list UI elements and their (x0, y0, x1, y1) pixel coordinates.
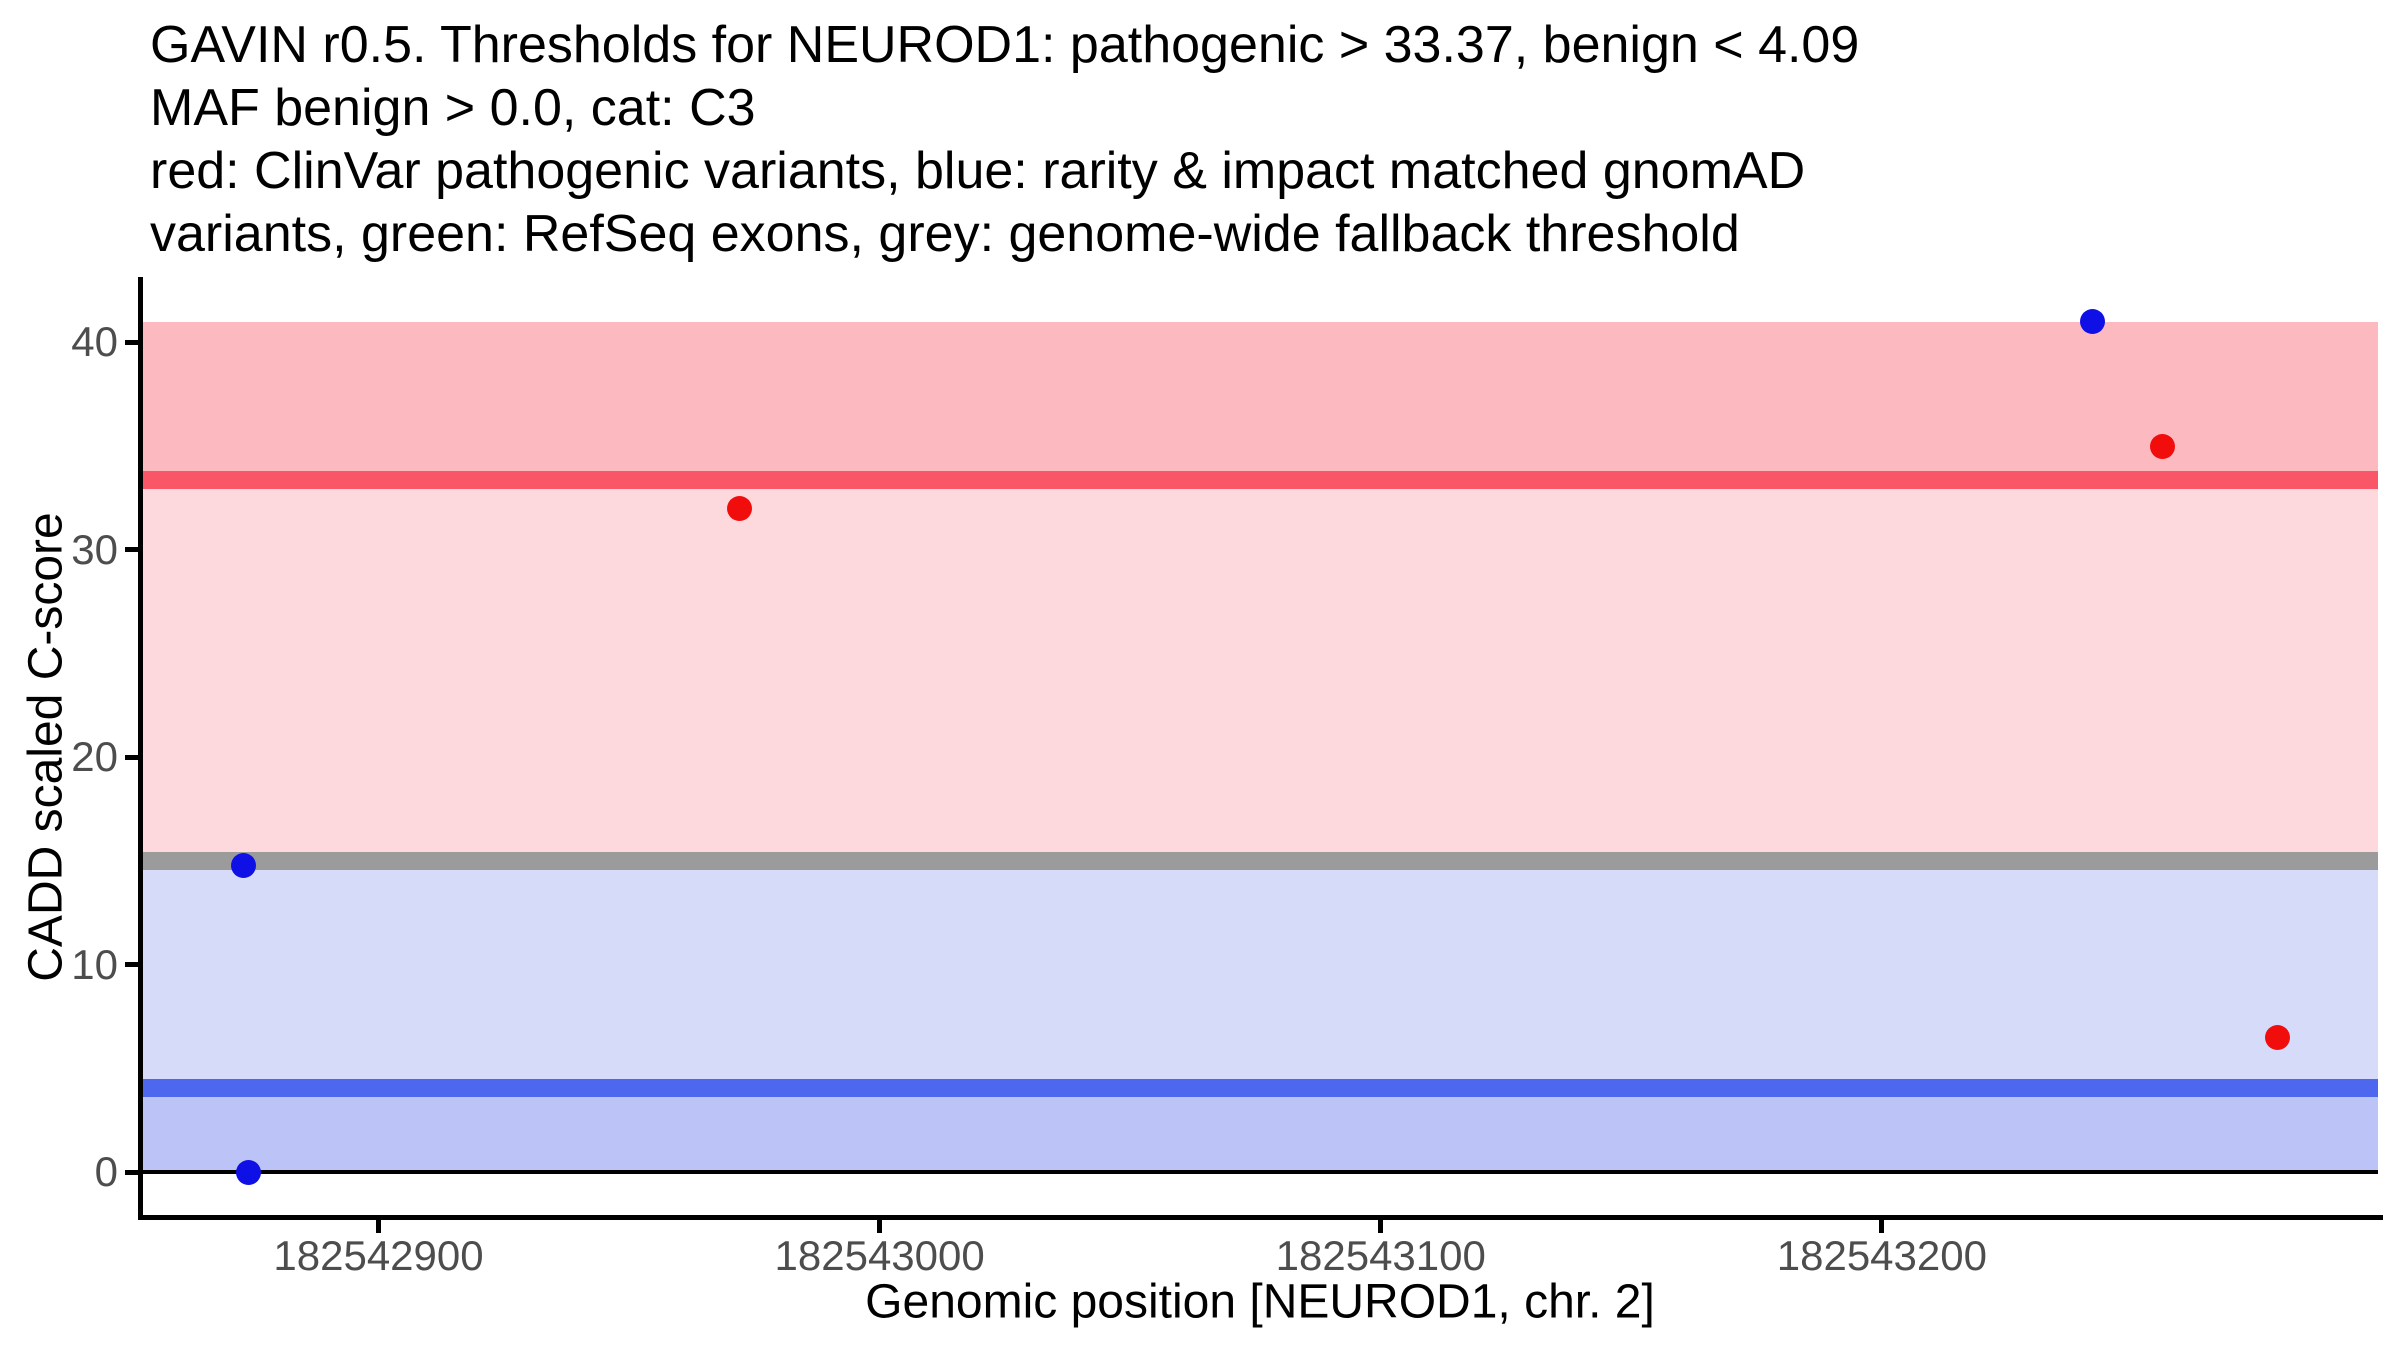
pathogenic-threshold-line (143, 470, 2378, 489)
x-tick-label: 182543000 (774, 1232, 985, 1279)
y-tick-label: 40 (71, 318, 118, 366)
benign-threshold-line (143, 1078, 2378, 1097)
x-tick-mark (376, 1218, 382, 1233)
pathogenic-region-band (143, 321, 2378, 480)
chart-title-line-3: red: ClinVar pathogenic variants, blue: … (150, 142, 1806, 200)
zero-baseline (143, 1170, 2378, 1175)
y-tick-mark (125, 1169, 143, 1175)
data-point-gnomad (230, 852, 256, 878)
data-point-clinvar (2265, 1025, 2291, 1051)
y-tick-mark (125, 547, 143, 553)
chart-title-line-2: MAF benign > 0.0, cat: C3 (150, 79, 756, 137)
x-axis-title: Genomic position [NEUROD1, chr. 2] (865, 1275, 1655, 1329)
y-tick-mark (125, 962, 143, 968)
y-tick-label: 20 (71, 733, 118, 781)
y-tick-label: 30 (71, 525, 118, 573)
x-tick-label: 182543200 (1776, 1232, 1987, 1279)
x-tick-mark (877, 1218, 883, 1233)
genome-wide-fallback-threshold-line (143, 852, 2378, 871)
chart-title-line-1: GAVIN r0.5. Thresholds for NEUROD1: path… (150, 16, 1860, 74)
data-point-gnomad (235, 1159, 261, 1185)
data-point-clinvar (726, 495, 752, 521)
benign-region-band (143, 1087, 2378, 1173)
y-axis-line (138, 277, 143, 1218)
y-tick-label: 0 (94, 1148, 118, 1196)
x-tick-label: 182542900 (273, 1232, 484, 1279)
below-fallback-region-band (143, 861, 2378, 1088)
x-tick-mark (1378, 1218, 1384, 1233)
x-tick-mark (1879, 1218, 1885, 1233)
chart-title-line-4: variants, green: RefSeq exons, grey: gen… (150, 205, 1740, 263)
above-fallback-region-band (143, 479, 2378, 862)
chart-title: GAVIN r0.5. Thresholds for NEUROD1: path… (150, 14, 1859, 266)
x-tick-label: 182543100 (1275, 1232, 1486, 1279)
y-tick-label: 10 (71, 940, 118, 988)
plot-panel (143, 279, 2378, 1215)
y-tick-mark (125, 339, 143, 345)
data-point-clinvar (2150, 433, 2176, 459)
x-axis-line (138, 1215, 2383, 1220)
y-tick-mark (125, 754, 143, 760)
data-point-gnomad (2079, 309, 2105, 335)
